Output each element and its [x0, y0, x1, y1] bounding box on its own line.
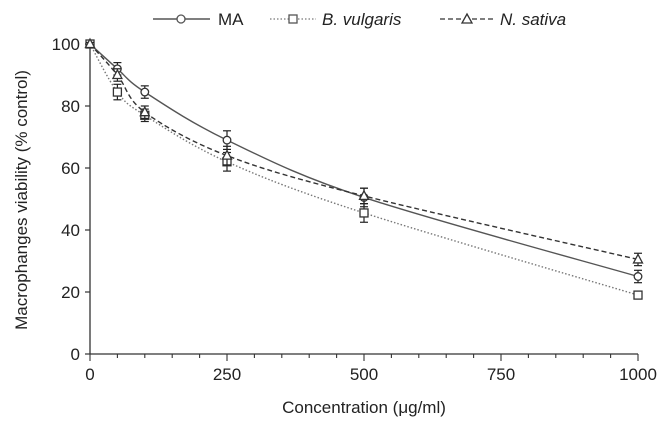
series-line-ma — [89, 43, 639, 278]
y-axis-title: Macrophanges viability (% control) — [12, 70, 31, 330]
data-point-b-vulgaris — [359, 208, 369, 218]
legend-item-ma: MA — [153, 10, 244, 29]
data-point-n-sativa — [358, 189, 370, 201]
y-tick-label: 100 — [52, 35, 80, 54]
legend-label-b-vulgaris: B. vulgaris — [322, 10, 402, 29]
data-point-n-sativa — [111, 68, 123, 80]
series-b-vulgaris — [85, 39, 643, 300]
y-tick-label: 0 — [71, 345, 80, 364]
legend-label-n-sativa: N. sativa — [500, 10, 566, 29]
y-tick-label: 60 — [61, 159, 80, 178]
y-tick-label: 20 — [61, 283, 80, 302]
series-n-sativa — [84, 37, 644, 267]
legend-item-b-vulgaris: B. vulgaris — [270, 10, 402, 29]
data-point-b-vulgaris — [112, 87, 123, 97]
data-point-n-sativa — [139, 105, 151, 117]
x-tick-label: 250 — [213, 365, 241, 384]
x-axis-title: Concentration (μg/ml) — [282, 398, 446, 417]
y-tick-label: 40 — [61, 221, 80, 240]
data-point-ma — [222, 135, 232, 145]
data-point-n-sativa — [221, 149, 233, 160]
series-layer — [84, 37, 644, 300]
legend-marker-ma — [176, 14, 186, 24]
series-ma — [85, 39, 643, 284]
x-tick-label: 1000 — [619, 365, 657, 384]
data-point-b-vulgaris — [633, 290, 643, 300]
series-line-n-sativa — [89, 43, 639, 261]
data-point-n-sativa — [632, 253, 644, 264]
legend-marker-b-vulgaris — [288, 14, 298, 24]
x-tick-label: 0 — [85, 365, 94, 384]
x-tick-label: 500 — [350, 365, 378, 384]
data-point-ma — [140, 87, 150, 97]
data-point-ma — [633, 272, 643, 281]
x-tick-label: 750 — [487, 365, 515, 384]
legend: MA B. vulgaris N. sativa — [153, 10, 566, 29]
series-line-b-vulgaris — [89, 43, 639, 296]
y-tick-label: 80 — [61, 97, 80, 116]
data-point-n-sativa — [84, 37, 96, 49]
legend-label-ma: MA — [218, 10, 244, 29]
legend-item-n-sativa: N. sativa — [440, 10, 566, 29]
legend-marker-n-sativa — [460, 12, 474, 24]
